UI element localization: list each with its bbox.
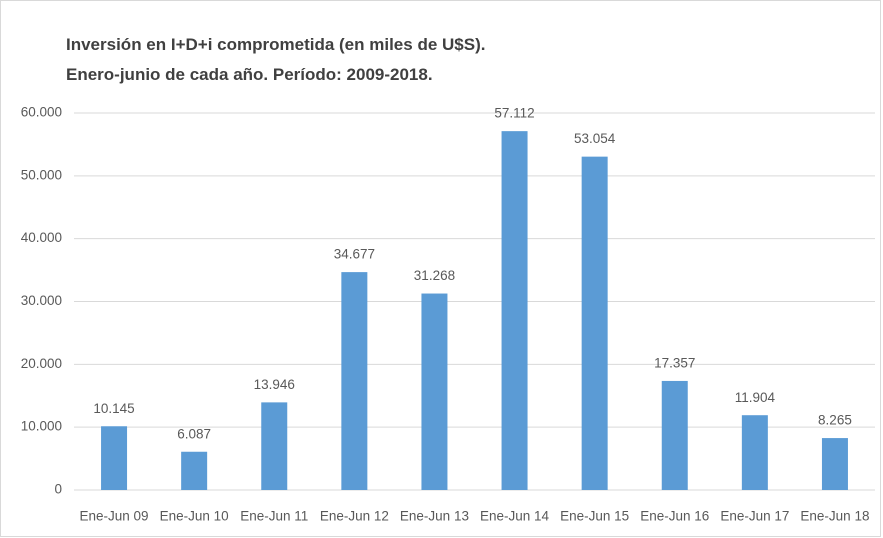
bar xyxy=(181,451,208,490)
y-tick-label: 30.000 xyxy=(21,293,62,308)
data-label: 17.357 xyxy=(654,356,695,371)
y-tick-label: 0 xyxy=(54,482,62,497)
y-tick-label: 50.000 xyxy=(21,167,62,182)
chart-title: Inversión en I+D+i comprometida (en mile… xyxy=(66,35,485,54)
data-label: 13.946 xyxy=(254,377,295,392)
x-tick-label: Ene-Jun 11 xyxy=(240,509,308,524)
bar xyxy=(101,426,128,490)
x-tick-label: Ene-Jun 14 xyxy=(480,509,550,524)
data-label: 10.145 xyxy=(93,401,134,416)
bar xyxy=(261,402,288,490)
x-tick-label: Ene-Jun 17 xyxy=(720,509,789,524)
data-label: 57.112 xyxy=(494,106,534,121)
bar xyxy=(501,131,528,490)
bar xyxy=(661,380,688,490)
x-tick-label: Ene-Jun 16 xyxy=(640,509,709,524)
data-label: 6.087 xyxy=(177,426,211,441)
bar xyxy=(421,293,448,490)
data-label: 31.268 xyxy=(414,268,455,283)
x-tick-label: Ene-Jun 18 xyxy=(800,509,869,524)
bar xyxy=(581,156,608,490)
x-tick-label: Ene-Jun 15 xyxy=(560,509,629,524)
y-tick-label: 60.000 xyxy=(21,105,62,120)
bar xyxy=(821,438,848,490)
y-tick-label: 20.000 xyxy=(21,356,62,371)
x-tick-label: Ene-Jun 12 xyxy=(320,509,389,524)
chart-subtitle: Enero-junio de cada año. Período: 2009-2… xyxy=(66,65,433,84)
data-label: 53.054 xyxy=(574,131,616,146)
data-label: 8.265 xyxy=(818,413,852,428)
x-tick-label: Ene-Jun 13 xyxy=(400,509,469,524)
data-label: 34.677 xyxy=(334,247,375,262)
x-tick-label: Ene-Jun 10 xyxy=(160,509,229,524)
x-tick-label: Ene-Jun 09 xyxy=(80,509,149,524)
data-label: 11.904 xyxy=(735,390,776,405)
y-tick-label: 40.000 xyxy=(21,230,62,245)
y-tick-label: 10.000 xyxy=(21,419,62,434)
bar xyxy=(741,415,768,490)
bar xyxy=(341,272,368,490)
